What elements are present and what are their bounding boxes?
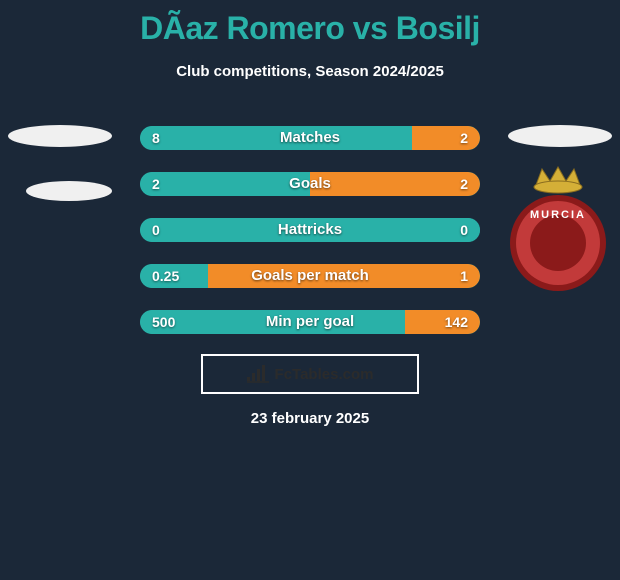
ellipse-shape [508, 125, 612, 147]
stat-row: 82Matches [140, 126, 480, 150]
comparison-subtitle: Club competitions, Season 2024/2025 [0, 63, 620, 80]
stat-label: Goals per match [140, 264, 480, 288]
comparison-title: DÃ­az Romero vs Bosilj [0, 0, 620, 47]
right-club-crest: MURCIA [508, 125, 612, 325]
stats-container: 82Matches 22Goals 00Hattricks 0.251Goals pe… [140, 126, 480, 356]
stat-label: Hattricks [140, 218, 480, 242]
stat-row: 22Goals [140, 172, 480, 196]
attribution-box: FcTables.com [201, 354, 419, 394]
stat-label: Matches [140, 126, 480, 150]
ellipse-shape [26, 181, 112, 201]
stat-row: 0.251Goals per match [140, 264, 480, 288]
murcia-shield-icon: MURCIA [508, 165, 608, 320]
ellipse-shape [8, 125, 112, 147]
snapshot-date: 23 february 2025 [0, 410, 620, 427]
stat-label: Min per goal [140, 310, 480, 334]
stat-row: 00Hattricks [140, 218, 480, 242]
bar-chart-icon [247, 365, 269, 383]
left-club-crest [8, 125, 112, 201]
stat-row: 500142Min per goal [140, 310, 480, 334]
stat-label: Goals [140, 172, 480, 196]
attribution-text: FcTables.com [275, 366, 374, 383]
svg-text:MURCIA: MURCIA [530, 209, 586, 221]
